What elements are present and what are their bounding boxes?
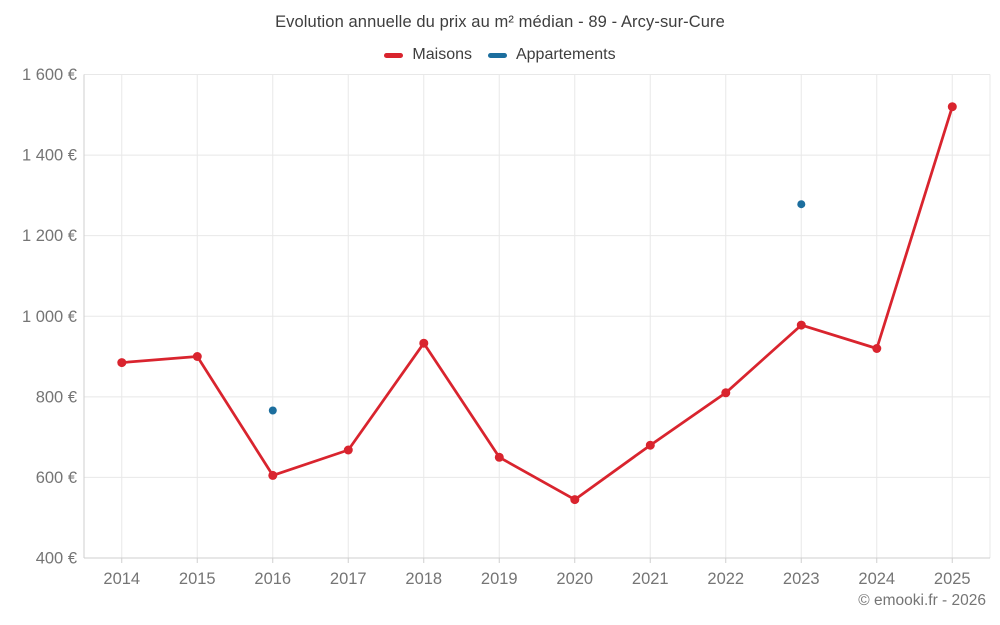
maisons-series-line	[120, 105, 954, 501]
maisons-point-2017[interactable]	[343, 445, 353, 455]
maisons-point-2020[interactable]	[570, 495, 580, 505]
x-axis-tick-label: 2017	[330, 570, 367, 588]
legend-label-appartements: Appartements	[515, 46, 616, 63]
maisons-point-2021[interactable]	[645, 440, 655, 450]
x-axis-tick-label: 2019	[481, 570, 518, 588]
maisons-point-2019[interactable]	[494, 452, 504, 462]
maisons-point-2024[interactable]	[872, 344, 882, 353]
y-axis-tick-label: 600 €	[36, 469, 77, 487]
legend-label-maisons: Maisons	[412, 46, 472, 63]
x-axis-tick-label: 2018	[405, 570, 442, 588]
chart-legend: Maisons Appartements	[0, 46, 1000, 64]
y-axis-tick-label: 1 000 €	[22, 308, 77, 326]
maisons-point-2025[interactable]	[947, 102, 957, 112]
maisons-point-2022[interactable]	[721, 388, 731, 398]
x-axis-tick-label: 2020	[556, 570, 593, 588]
y-axis-tick-label: 1 400 €	[22, 147, 77, 165]
maisons-point-2015[interactable]	[192, 352, 202, 361]
x-axis-tick-label: 2015	[179, 570, 216, 588]
y-axis-tick-label: 800 €	[36, 388, 77, 406]
appartements-point-2023[interactable]	[797, 200, 806, 209]
legend-item-maisons[interactable]: Maisons	[384, 46, 472, 64]
x-axis-tick-label: 2024	[858, 570, 895, 588]
copyright-footer: © emooki.fr - 2026	[858, 592, 986, 609]
appartements-point-2016[interactable]	[268, 406, 277, 415]
x-axis-tick-label: 2023	[783, 570, 820, 588]
x-axis-tick-label: 2021	[632, 570, 669, 588]
chart-title: Evolution annuelle du prix au m² médian …	[275, 13, 725, 31]
maisons-point-2018[interactable]	[419, 338, 429, 348]
maisons-point-2023[interactable]	[796, 320, 806, 330]
y-axis-tick-label: 400 €	[36, 550, 77, 568]
maisons-point-2016[interactable]	[268, 470, 278, 480]
x-axis-tick-label: 2022	[707, 570, 744, 588]
y-axis-tick-label: 1 200 €	[22, 227, 77, 245]
x-axis-tick-label: 2016	[254, 570, 291, 588]
maisons-series-swatch-icon	[384, 52, 404, 58]
x-axis-tick-label: 2025	[934, 570, 971, 588]
appartements-series-swatch-icon	[487, 52, 507, 58]
legend-item-appartements[interactable]: Appartements	[487, 46, 616, 64]
x-axis-tick-label: 2014	[103, 570, 140, 588]
y-axis-tick-label: 1 600 €	[22, 66, 77, 84]
maisons-point-2014[interactable]	[117, 358, 127, 368]
